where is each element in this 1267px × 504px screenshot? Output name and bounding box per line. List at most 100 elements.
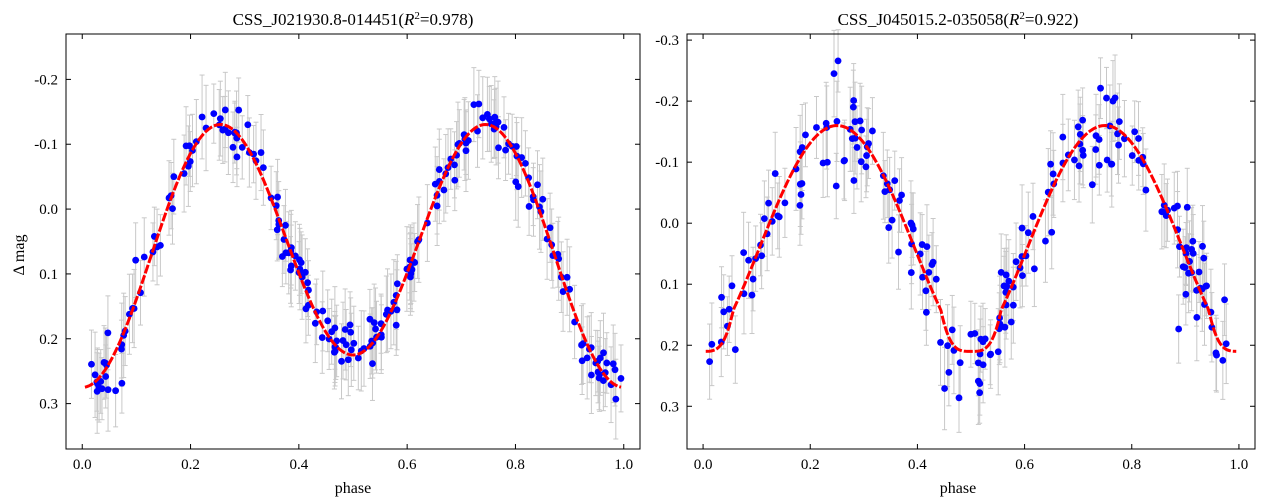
data-point [955,394,963,402]
data-point [941,385,948,392]
data-point [1115,141,1122,149]
data-point [1019,272,1026,279]
data-points [88,100,625,403]
data-point [346,321,354,329]
data-point [229,143,237,151]
data-point [1189,237,1197,245]
data-point [986,351,994,359]
data-point [1108,160,1116,168]
data-point [609,360,617,368]
data-point [1174,202,1181,210]
data-point [257,149,265,156]
data-point [1121,135,1128,143]
data-point [324,317,332,325]
data-point [853,144,861,151]
data-point [282,221,289,229]
y-axis-label: Δ mag [11,235,28,276]
data-point [311,319,319,327]
data-point [858,126,866,134]
data-point [740,249,748,257]
data-point [1002,271,1010,279]
data-point [802,131,809,139]
data-point [922,287,930,295]
data-point [603,359,611,367]
data-point [834,57,842,65]
data-point [233,153,241,161]
data-point [1047,160,1055,168]
data-point [347,328,355,336]
data-point [830,70,838,78]
data-point [948,326,956,334]
data-point [534,181,541,189]
data-point [849,103,857,111]
panel-title: CSS_J021930.8-014451(R2=0.978) [233,10,474,29]
data-point [907,269,915,276]
data-point [708,340,716,348]
data-point [891,177,899,185]
data-point [221,106,229,114]
data-point [578,357,586,365]
data-point [1199,242,1206,250]
data-point [331,324,339,332]
data-point [896,197,903,204]
data-point [1079,116,1087,124]
data-point [1212,349,1220,357]
data-point [1088,181,1096,189]
x-tick-label: 0.6 [1015,457,1034,473]
data-point [104,329,112,337]
data-point [1222,340,1230,348]
data-point [760,215,768,223]
y-tick-label: 0.2 [39,332,58,348]
data-point [856,117,864,125]
x-axis-label: phase [940,480,976,497]
x-tick-label: 0.4 [289,457,308,473]
x-tick-label: 0.6 [398,457,417,473]
data-point [898,191,905,199]
y-tick-label: -0.1 [34,137,58,153]
data-point [1024,229,1032,237]
data-point [850,97,858,104]
data-point [369,360,376,368]
data-point [1103,94,1110,102]
data-point [259,164,267,172]
data-point [184,162,192,170]
data-point [1071,156,1078,164]
data-point [929,258,937,266]
data-point [525,203,533,210]
data-point [771,170,779,177]
data-point [91,371,99,379]
data-point [720,308,728,316]
y-tick-label: 0.0 [39,202,58,218]
data-point [1182,290,1190,298]
data-point [833,117,841,125]
data-point [728,282,736,290]
data-point [796,180,804,188]
data-point [318,334,326,341]
data-point [974,359,982,367]
data-point [1158,208,1166,216]
y-tick-label: 0.1 [39,267,58,283]
data-point [451,161,458,169]
data-point [832,182,840,190]
data-point [823,158,831,166]
data-point [278,253,286,260]
data-point [797,191,805,198]
x-tick-label: 0.2 [801,457,820,473]
fit-curve [84,123,622,389]
data-point [758,252,766,260]
data-point [95,384,103,392]
data-point [238,143,246,151]
data-point [932,275,940,283]
data-point [841,156,848,164]
data-point [1183,203,1191,211]
data-point [347,346,355,354]
data-point [210,110,218,118]
fit-curve [705,124,1237,353]
error-bars [707,29,1229,433]
data-point [156,241,164,249]
y-tick-label: 0.0 [660,216,679,232]
data-point [274,193,281,201]
data-point [539,195,547,203]
data-point [1219,356,1227,364]
